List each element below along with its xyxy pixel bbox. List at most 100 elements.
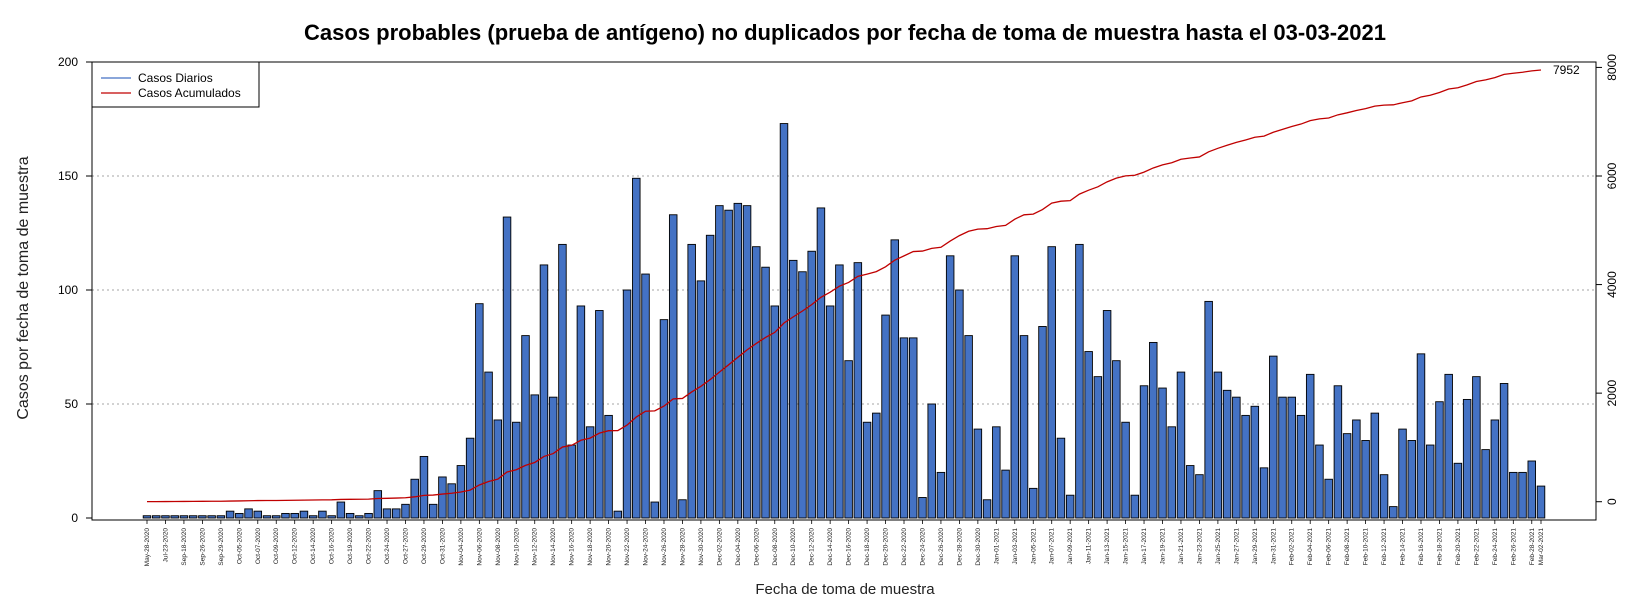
x-tick-label: Jan-07-2021: [1049, 528, 1056, 565]
x-tick-label: Jan-23-2021: [1196, 528, 1203, 565]
x-tick-label: Dec-18-2020: [864, 528, 871, 566]
x-tick-label: Jul-23-2020: [162, 528, 169, 563]
grid-lines: [92, 175, 1596, 405]
bar: [881, 314, 890, 519]
bar: [216, 515, 226, 519]
y-axis-label: Casos por fecha de toma de muestra: [15, 156, 32, 419]
x-tick-label: Dec-02-2020: [716, 528, 723, 566]
x-tick-label: Oct-24-2020: [384, 528, 391, 565]
x-tick-label: Dec-06-2020: [753, 528, 760, 566]
bar: [1213, 371, 1223, 519]
bar: [1259, 467, 1269, 519]
bar: [742, 205, 752, 519]
x-tick-label: Feb-24-2021: [1492, 528, 1499, 566]
x-tick-label: Sep-26-2020: [199, 528, 206, 566]
x-tick-label: Nov-20-2020: [606, 528, 613, 566]
x-tick-label: Oct-31-2020: [439, 528, 446, 565]
bar: [816, 207, 826, 519]
y-tick-label: 0: [71, 511, 78, 525]
x-tick-label: Sep-18-2020: [181, 528, 188, 566]
bar: [1352, 419, 1361, 519]
bar: [992, 426, 1001, 519]
bar: [844, 360, 853, 519]
bar: [576, 305, 586, 519]
bar: [1075, 243, 1084, 519]
bar: [1065, 494, 1075, 519]
bar: [1490, 419, 1500, 519]
x-tick-label: Jan-19-2021: [1159, 528, 1166, 565]
bar: [373, 490, 383, 519]
bar: [1250, 405, 1260, 519]
bar: [170, 515, 179, 519]
bar: [761, 266, 770, 519]
x-tick-label: Oct-12-2020: [292, 528, 299, 565]
bar: [1305, 373, 1315, 519]
bar: [1379, 474, 1389, 519]
bar: [1139, 385, 1149, 519]
bar: [364, 512, 373, 519]
x-tick-label: Jan-15-2021: [1123, 528, 1130, 565]
x-tick-label: Feb-20-2021: [1455, 528, 1462, 566]
bar: [595, 310, 604, 519]
x-tick-label: Dec-16-2020: [846, 528, 853, 566]
x-tick-label: Jan-17-2021: [1141, 528, 1148, 565]
legend-label-daily: Casos Diarios: [138, 71, 213, 85]
bar: [715, 205, 724, 519]
bar: [1222, 389, 1232, 519]
y2-tick-label: 0: [1605, 498, 1619, 505]
bar: [585, 426, 595, 519]
bar: [484, 371, 493, 519]
bar: [567, 444, 576, 519]
x-axis-label: Fecha de toma de muestra: [755, 581, 935, 598]
bar: [807, 250, 816, 519]
x-tick-label: Dec-24-2020: [919, 528, 926, 566]
bar: [1287, 396, 1296, 519]
x-tick-label: Nov-04-2020: [458, 528, 465, 566]
bar: [955, 289, 964, 519]
bar: [1435, 401, 1444, 519]
x-tick-label: Nov-28-2020: [679, 528, 686, 566]
bar: [835, 264, 844, 519]
bar: [1499, 383, 1509, 519]
bar: [1389, 506, 1398, 519]
y2-tick-label: 8000: [1605, 54, 1619, 81]
bar: [1472, 376, 1481, 519]
bar: [872, 412, 881, 519]
bar: [419, 455, 429, 519]
x-tick-label: Nov-06-2020: [476, 528, 483, 566]
bar: [862, 421, 872, 519]
bar: [1019, 335, 1029, 519]
x-tick-label: Feb-08-2021: [1344, 528, 1351, 566]
bar: [1342, 433, 1352, 519]
x-tick-label: Nov-24-2020: [643, 528, 650, 566]
bars-group: [142, 123, 1546, 519]
x-tick-label: Jan-11-2021: [1086, 528, 1093, 564]
x-tick-label: Dec-10-2020: [790, 528, 797, 566]
bar: [438, 476, 447, 519]
bar: [548, 396, 558, 519]
bar: [668, 214, 678, 519]
bar: [382, 508, 392, 519]
bar: [1195, 474, 1204, 519]
bar: [1102, 310, 1112, 519]
bar: [345, 512, 355, 519]
bar: [1158, 387, 1167, 519]
x-tick-label: Jan-27-2021: [1233, 528, 1240, 565]
x-tick-label: Dec-08-2020: [772, 528, 779, 566]
bar: [281, 512, 290, 519]
bar: [207, 515, 216, 519]
bar: [1444, 373, 1453, 519]
bar: [1425, 444, 1435, 519]
x-tick-label: Dec-28-2020: [956, 528, 963, 566]
bar: [1084, 351, 1093, 519]
y-tick-label: 150: [58, 169, 78, 183]
bar: [1149, 341, 1158, 519]
bar: [290, 512, 299, 519]
x-tick-label: Jan-09-2021: [1067, 528, 1074, 565]
bar: [1370, 412, 1380, 519]
x-tick-label: Oct-07-2020: [255, 528, 262, 565]
x-tick-label: Jan-13-2021: [1104, 528, 1111, 565]
x-tick-label: Nov-08-2020: [495, 528, 502, 566]
bar: [1407, 440, 1416, 519]
bar: [982, 499, 992, 519]
